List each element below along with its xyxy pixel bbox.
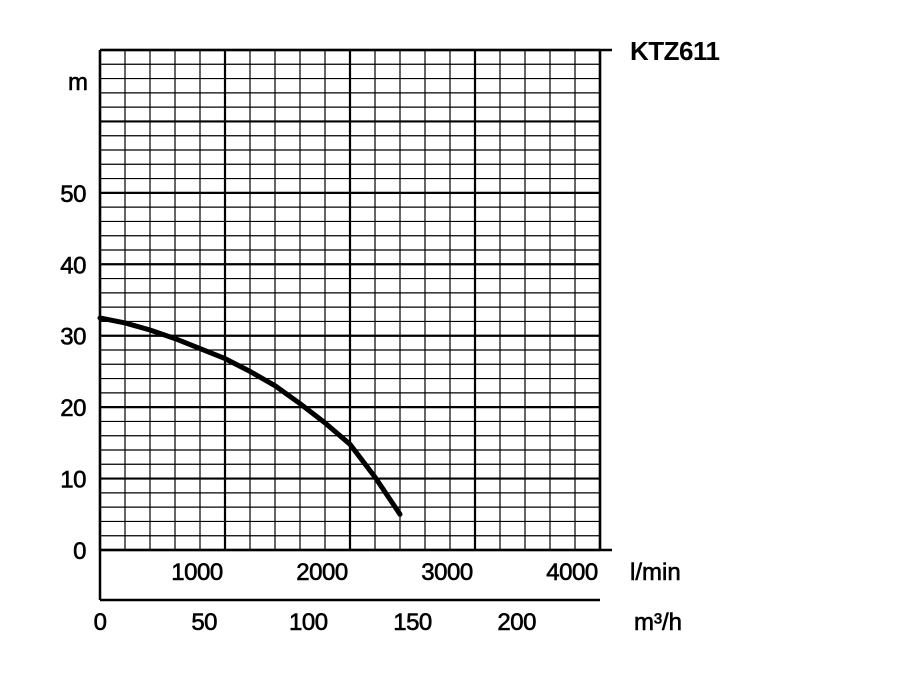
x-tick-label-secondary: 200	[497, 609, 536, 636]
series-layer	[97, 315, 403, 517]
y-tick-label: 0	[73, 538, 86, 565]
x-tick-label-secondary: 50	[191, 609, 217, 636]
y-tick-label: 50	[60, 181, 86, 208]
y-tick-label: 20	[60, 395, 86, 422]
x-tick-label-primary: 3000	[421, 559, 473, 586]
y-tick-label: 10	[60, 467, 86, 494]
grid	[98, 48, 602, 552]
y-tick-label: 30	[60, 324, 86, 351]
x-tick-label-secondary: 100	[289, 609, 328, 636]
x-tick-label-secondary: 150	[393, 609, 432, 636]
x-tick-label-primary: 1000	[171, 559, 223, 586]
y-tick-label: 40	[60, 252, 86, 279]
x-unit-label-primary: l/min	[630, 559, 681, 586]
x-unit-label-secondary: m³/h	[634, 609, 682, 636]
labels-layer: 0 10 20 30 40 50 m 1000 2000 3000 4000 l/min 0 50 100 1…	[60, 36, 720, 636]
x-tick-label-primary: 4000	[546, 559, 598, 586]
x-tick-label-primary: 2000	[296, 559, 348, 586]
chart-title: KTZ611	[630, 36, 720, 66]
axes	[98, 48, 612, 602]
y-unit-label: m	[68, 69, 88, 96]
series-line-0	[97, 315, 403, 517]
x-tick-label-secondary: 0	[94, 609, 107, 636]
